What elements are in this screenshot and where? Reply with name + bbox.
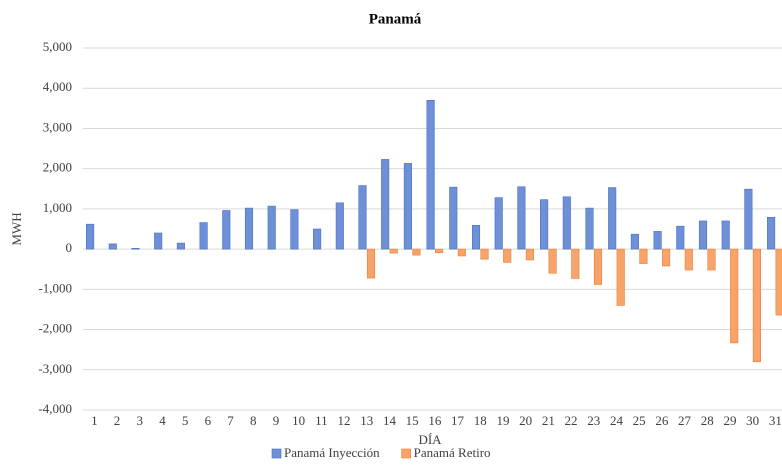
bar (721, 220, 730, 250)
legend-label: Panamá Inyección (284, 445, 380, 460)
legend-swatch (401, 448, 411, 459)
bar (449, 186, 458, 250)
x-tick-label: 10 (292, 413, 305, 428)
x-tick-label: 26 (655, 413, 669, 428)
bar (389, 248, 398, 254)
bar (775, 248, 782, 316)
bar (222, 210, 231, 250)
bar (335, 202, 344, 250)
bar (653, 231, 662, 250)
bar (412, 248, 421, 256)
y-tick-label: 1,000 (43, 200, 72, 215)
bar (684, 248, 693, 271)
x-tick-label: 21 (542, 413, 555, 428)
bar (403, 163, 412, 250)
bar (86, 223, 95, 250)
x-tick-label: 1 (91, 413, 98, 428)
bar (525, 248, 534, 261)
legend-label: Panamá Retiro (414, 445, 491, 460)
x-tick-label: 18 (474, 413, 487, 428)
bar (154, 232, 163, 250)
bar (358, 185, 367, 250)
bar (593, 248, 603, 285)
bar (730, 248, 739, 344)
chart-title: Panamá (369, 11, 422, 27)
bar (562, 196, 571, 250)
x-tick-label: 31 (769, 413, 782, 428)
bar (457, 248, 466, 257)
y-tick-label: -1,000 (38, 280, 72, 295)
bar (676, 225, 685, 250)
bar (381, 159, 390, 250)
bar (108, 243, 117, 250)
bar (752, 248, 761, 363)
y-tick-label: 4,000 (43, 79, 72, 94)
x-tick-label: 7 (227, 413, 234, 428)
bar (517, 186, 526, 250)
bar (313, 228, 322, 250)
bar (639, 248, 648, 264)
y-tick-label: -4,000 (38, 401, 72, 416)
x-axis-label: DÍA (418, 432, 442, 447)
x-tick-label: 14 (383, 413, 397, 428)
bar (707, 248, 716, 271)
bar (662, 248, 671, 267)
x-tick-label: 16 (428, 413, 442, 428)
x-tick-label: 22 (565, 413, 578, 428)
x-tick-label: 6 (205, 413, 212, 428)
bar (267, 205, 276, 250)
x-tick-label: 27 (678, 413, 692, 428)
bar (540, 199, 549, 250)
legend-swatch (271, 448, 282, 459)
y-tick-label: 2,000 (43, 160, 72, 175)
x-tick-label: 19 (496, 413, 509, 428)
bar (176, 242, 185, 250)
bar (548, 248, 557, 274)
bar (435, 248, 444, 254)
x-tick-label: 9 (273, 413, 280, 428)
x-tick-label: 13 (360, 413, 373, 428)
x-tick-label: 30 (746, 413, 759, 428)
bar (630, 233, 639, 250)
x-tick-label: 15 (406, 413, 419, 428)
x-tick-label: 23 (587, 413, 600, 428)
x-tick-label: 4 (159, 413, 166, 428)
bar (131, 248, 140, 250)
x-tick-label: 29 (723, 413, 736, 428)
x-tick-label: 8 (250, 413, 257, 428)
x-tick-label: 28 (701, 413, 714, 428)
bar (494, 197, 503, 250)
x-tick-label: 25 (633, 413, 646, 428)
x-tick-label: 3 (137, 413, 144, 428)
y-tick-label: 5,000 (43, 39, 72, 54)
bar (480, 248, 489, 260)
bar (503, 248, 512, 263)
bar (244, 207, 254, 250)
bar (471, 225, 481, 250)
x-tick-label: 20 (519, 413, 532, 428)
x-tick-label: 17 (451, 413, 465, 428)
y-tick-label: -2,000 (38, 321, 72, 336)
bar (290, 209, 299, 250)
bar (585, 207, 594, 250)
bar (366, 248, 376, 279)
x-tick-label: 5 (182, 413, 189, 428)
y-tick-label: -3,000 (38, 361, 72, 376)
bar (698, 220, 708, 250)
bar (608, 187, 617, 250)
x-tick-label: 24 (610, 413, 624, 428)
bar (744, 188, 753, 250)
bar (199, 222, 208, 250)
y-axis-label: MWH (9, 212, 24, 245)
x-tick-label: 12 (338, 413, 351, 428)
bar (571, 248, 580, 279)
x-tick-label: 2 (114, 413, 121, 428)
bar (426, 99, 435, 250)
x-tick-label: 11 (315, 413, 328, 428)
y-tick-label: 3,000 (43, 119, 72, 134)
y-tick-label: 0 (66, 240, 73, 255)
bar (767, 217, 776, 250)
bar (616, 248, 625, 306)
